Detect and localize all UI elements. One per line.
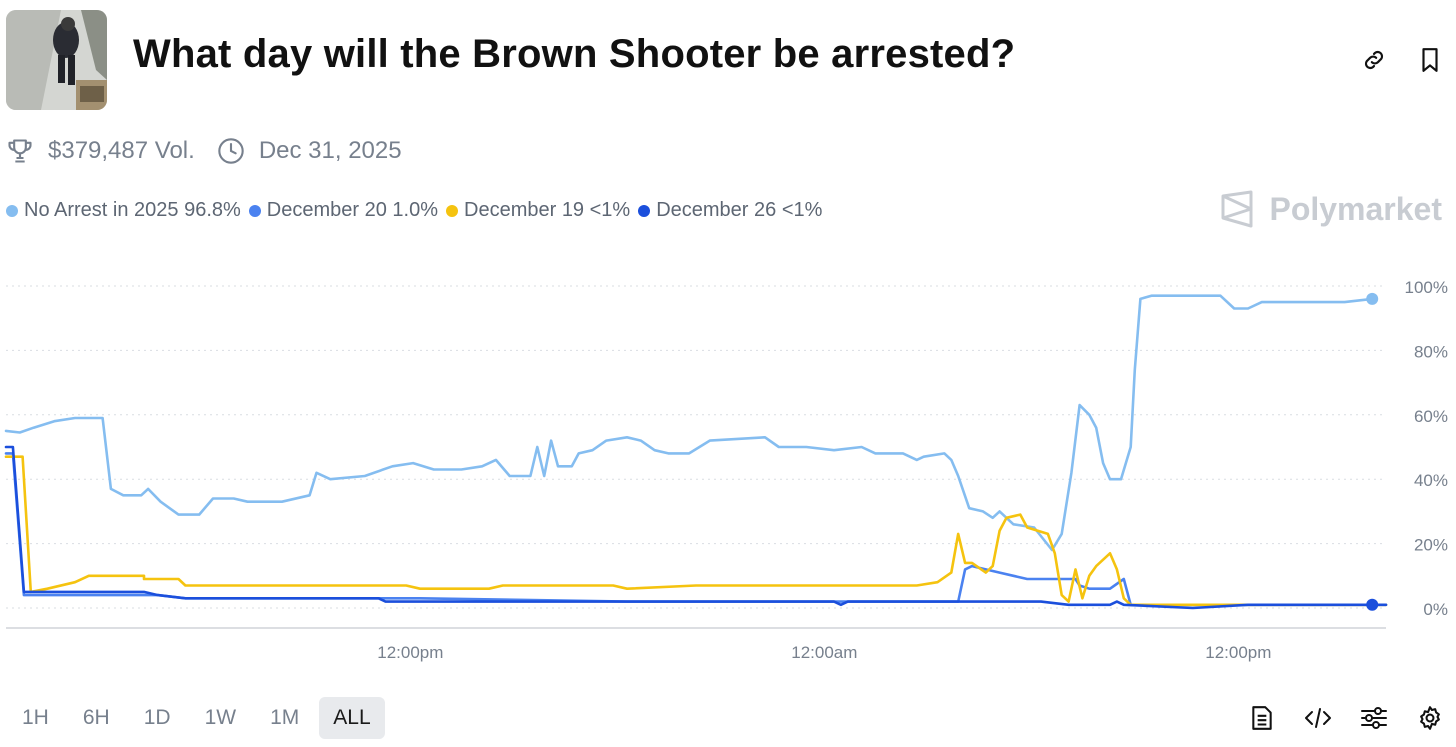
y-tick-label: 0% <box>1423 600 1448 619</box>
x-tick-label: 12:00pm <box>1205 643 1271 662</box>
brand-name: Polymarket <box>1269 190 1442 227</box>
series-line-2 <box>4 455 1388 607</box>
tab-all[interactable]: ALL <box>319 697 385 739</box>
volume-info: $379,487 Vol. <box>6 137 195 165</box>
tab-6h[interactable]: 6H <box>82 706 110 729</box>
series-end-marker-3 <box>1366 598 1379 611</box>
legend-dot <box>638 204 651 217</box>
tab-1m[interactable]: 1M <box>270 706 300 729</box>
time-range-tabs: 1H 6H 1D 1W 1M ALL <box>8 697 391 739</box>
market-thumbnail <box>6 10 107 110</box>
legend-item[interactable]: December 26 <1% <box>638 199 822 222</box>
legend-item[interactable]: December 20 1.0% <box>248 199 438 222</box>
chart-tools <box>1224 700 1448 736</box>
legend-label: No Arrest in 2025 96.8% <box>24 199 241 221</box>
volume-text: $379,487 Vol. <box>48 137 195 164</box>
legend-item[interactable]: December 19 <1% <box>446 199 630 222</box>
x-tick-label: 12:00pm <box>377 643 443 662</box>
gear-icon[interactable] <box>1412 700 1448 736</box>
market-title: What day will the Brown Shooter be arres… <box>133 32 1016 76</box>
y-tick-label: 80% <box>1414 342 1448 361</box>
tab-1h[interactable]: 1H <box>22 706 49 729</box>
series-line-1 <box>4 452 1388 607</box>
polymarket-logo-icon <box>1221 190 1253 228</box>
end-date-info: Dec 31, 2025 <box>217 137 402 165</box>
clock-icon <box>218 138 244 164</box>
code-icon[interactable] <box>1300 700 1336 736</box>
trophy-icon <box>8 139 32 163</box>
document-icon[interactable] <box>1244 700 1280 736</box>
chart-legend: No Arrest in 2025 96.8% December 20 1.0% D… <box>6 199 830 222</box>
y-tick-label: 20% <box>1414 536 1448 555</box>
legend-label: December 26 <1% <box>656 199 823 221</box>
tab-1d[interactable]: 1D <box>143 706 171 729</box>
legend-dot <box>446 204 458 217</box>
series-line-3 <box>4 445 1388 610</box>
tab-1w[interactable]: 1W <box>204 706 237 729</box>
legend-dot <box>248 204 261 217</box>
y-tick-label: 100% <box>1405 278 1448 297</box>
sliders-icon[interactable] <box>1356 700 1392 736</box>
end-date-text: Dec 31, 2025 <box>258 137 402 164</box>
polymarket-brand: Polymarket <box>1219 190 1442 228</box>
legend-label: December 20 1.0% <box>266 199 438 221</box>
legend-item[interactable]: No Arrest in 2025 96.8% <box>6 199 241 222</box>
y-tick-label: 40% <box>1414 471 1448 490</box>
market-meta: $379,487 Vol. Dec 31, 2025 <box>6 134 424 168</box>
legend-label: December 19 <1% <box>464 199 631 221</box>
price-chart[interactable]: 100% 80% 60% 40% 20% 0% 12:00pm 12:00am 12:00pm <box>0 262 1456 682</box>
link-icon[interactable] <box>1356 42 1392 78</box>
bookmark-icon[interactable] <box>1412 42 1448 78</box>
series-end-marker-0 <box>1366 292 1379 305</box>
x-tick-label: 12:00am <box>791 643 857 662</box>
y-tick-label: 60% <box>1414 407 1448 426</box>
series-line-0 <box>4 294 1374 552</box>
legend-dot <box>6 204 18 217</box>
